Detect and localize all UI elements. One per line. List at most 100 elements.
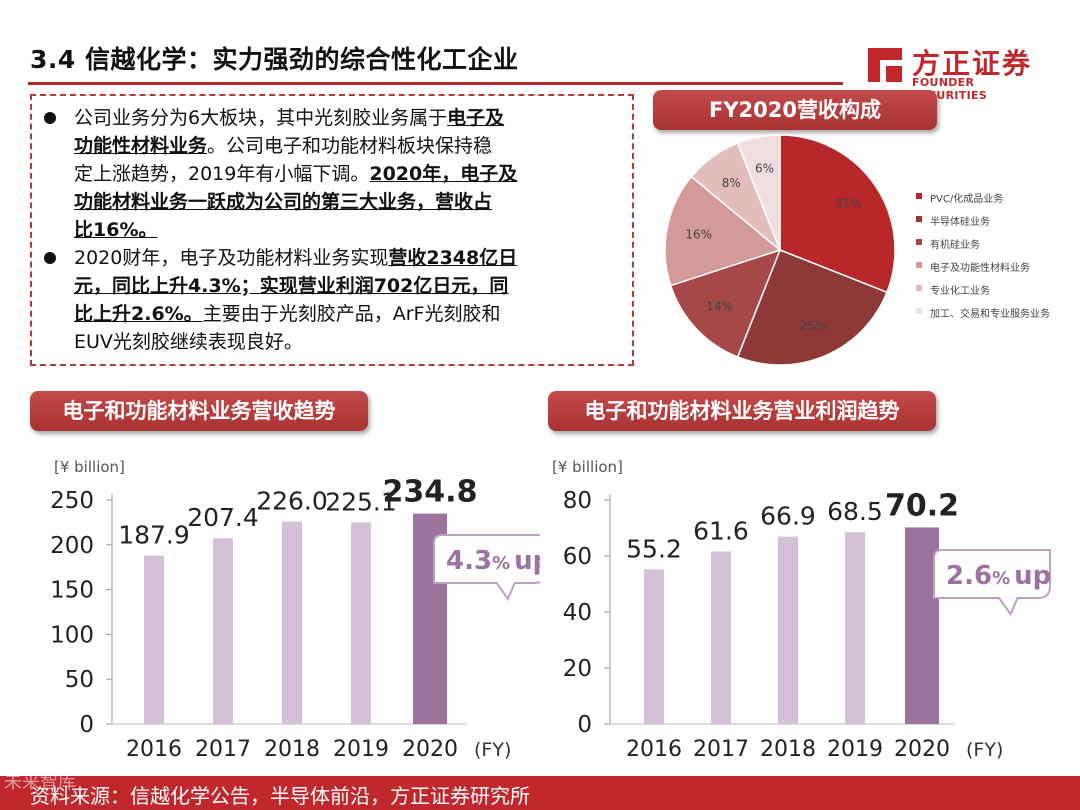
footer-bar — [0, 776, 1080, 810]
x-tick-label: 2016 — [126, 737, 182, 762]
profit-bar-chart: [¥ billion] 0 20 40 60 80 55.2 2016 61.6 2017 66.9… — [552, 458, 1051, 762]
plain-text: 主要由于光刻胶产品，ArF光刻胶和 — [202, 303, 501, 325]
x-tick-label: 2016 — [626, 737, 682, 762]
emphasis-text: 元，同比上升4.3%；实现营业利润702亿日元，同 — [74, 275, 509, 297]
callout-text: 4.3%up — [446, 546, 540, 576]
bullet-1-line: 公司业务分为6大板块，其中光刻胶业务属于电子及 — [74, 104, 630, 132]
legend-swatch — [916, 239, 922, 245]
callout-bubble — [433, 534, 540, 602]
summary-textbox: 公司业务分为6大板块，其中光刻胶业务属于电子及功能性材料业务。公司电子和功能材料… — [30, 94, 634, 366]
bar — [213, 538, 233, 724]
x-tick-label: 2017 — [693, 737, 749, 762]
bar — [778, 536, 798, 724]
bullet-1-text: 公司业务分为6大板块，其中光刻胶业务属于电子及功能性材料业务。公司电子和功能材料… — [74, 104, 630, 244]
y-tick-label: 20 — [563, 656, 592, 682]
bar-value-label: 68.5 — [827, 497, 883, 526]
bar-value-label: 70.2 — [885, 488, 959, 523]
emphasis-text: 营收2348亿日 — [388, 247, 518, 269]
right-chart-title: 电子和功能材料业务营业利润趋势 — [548, 391, 936, 431]
bullet-2-text: 2020财年，电子及功能材料业务实现营收2348亿日元，同比上升4.3%；实现营… — [74, 244, 630, 356]
bar-value-label: 234.8 — [383, 475, 478, 510]
pie-slice — [779, 134, 896, 294]
y-tick-label: 50 — [65, 667, 94, 693]
x-tick-label: 2020 — [402, 737, 458, 762]
bar — [282, 521, 302, 724]
y-tick-label: 250 — [50, 488, 94, 514]
bullet-1-line: 功能材料业务一跃成为公司的第三大业务，营收占 — [74, 188, 630, 216]
page-title: 3.4 信越化学：实力强劲的综合性化工企业 — [30, 45, 519, 74]
bar-value-label: 207.4 — [187, 503, 259, 532]
bar-value-label: 187.9 — [118, 521, 190, 550]
emphasis-text: 比上升2.6%。 — [74, 303, 203, 325]
unit-label: [¥ billion] — [552, 458, 623, 476]
callout-percent: % — [492, 553, 510, 574]
plain-text: 。公司电子和功能材料板块保持稳 — [207, 135, 493, 157]
bullet-2-line: 比上升2.6%。主要由于光刻胶产品，ArF光刻胶和 — [74, 300, 630, 328]
pie-slice-label: 8% — [722, 176, 741, 190]
y-tick-label: 40 — [563, 600, 592, 626]
bar-value-label: 61.6 — [693, 517, 749, 546]
callout-percent: % — [992, 568, 1010, 589]
left-chart-title: 电子和功能材料业务营收趋势 — [30, 391, 368, 431]
pie-slice — [664, 175, 782, 287]
pie-slice-label: 31% — [835, 196, 862, 210]
bullet-dot-icon — [44, 252, 56, 264]
callout-bubble — [933, 549, 1051, 617]
footer-source: 资料来源：信越化学公告，半导体前沿，方正证券研究所 — [30, 784, 530, 808]
callout-number: 2.6 — [946, 561, 992, 591]
plain-text: 公司业务分为6大板块，其中光刻胶业务属于 — [74, 107, 448, 129]
x-tick-label: 2018 — [760, 737, 816, 762]
watermark: 未来智库 — [4, 772, 76, 793]
y-tick-label: 0 — [79, 712, 94, 738]
y-tick-label: 150 — [50, 578, 94, 604]
legend-swatch — [916, 285, 922, 291]
pie-slice — [736, 134, 781, 251]
emphasis-text: 2020年，电子及 — [369, 163, 518, 185]
logo-mark-icon — [868, 48, 902, 82]
pie-chart-title: FY2020营收构成 — [653, 90, 937, 130]
x-tick-label: 2017 — [195, 737, 251, 762]
y-tick-label: 200 — [50, 533, 94, 559]
x-axis-suffix: (FY) — [474, 739, 511, 761]
y-tick-label: 80 — [563, 488, 592, 514]
bullet-2-line: EUV光刻胶继续表现良好。 — [74, 328, 630, 356]
plain-text: 2020财年，电子及功能材料业务实现 — [74, 247, 389, 269]
bar-value-label: 225.1 — [325, 487, 397, 516]
emphasis-text: 功能性材料业务 — [74, 135, 208, 157]
pie-slice-label: 14% — [706, 300, 733, 314]
pie-chart: 31% 25% 14% 16% 8% 6% — [664, 134, 896, 366]
callout-text: 2.6% up — [946, 561, 1051, 591]
legend-swatch — [916, 193, 922, 199]
bar-value-label: 55.2 — [626, 534, 682, 563]
x-tick-label: 2019 — [827, 737, 883, 762]
logo-chinese-name: 方正证券 — [912, 47, 1033, 80]
pie-slice-label: 25% — [800, 319, 827, 333]
pie-slice-label: 6% — [755, 162, 774, 176]
x-tick-label: 2020 — [894, 737, 950, 762]
legend-label: 加工、交易和专业服务业务 — [930, 309, 1050, 320]
emphasis-text: 电子及 — [447, 107, 505, 129]
company-logo: 方正证券 FOUNDER SECURITIES — [866, 44, 1046, 102]
emphasis-text: 比16%。 — [74, 219, 158, 241]
emphasis-text: 功能材料业务一跃成为公司的第三大业务，营收占 — [74, 191, 493, 213]
legend-label: 有机硅业务 — [930, 240, 980, 251]
pie-slice — [736, 249, 888, 366]
callout-word: up — [514, 546, 540, 576]
bar — [144, 555, 164, 724]
y-tick-label: 100 — [50, 622, 94, 648]
plain-text: EUV光刻胶继续表现良好。 — [74, 331, 303, 353]
bullet-1-line: 定上涨趋势，2019年有小幅下调。2020年，电子及 — [74, 160, 630, 188]
x-axis-suffix: (FY) — [966, 739, 1003, 761]
legend-label: 专业化工业务 — [930, 286, 990, 297]
unit-label: [¥ billion] — [54, 458, 125, 476]
y-tick-label: 0 — [577, 712, 592, 738]
bullet-1-line: 比16%。 — [74, 216, 630, 244]
y-tick-label: 60 — [563, 544, 592, 570]
x-tick-label: 2019 — [333, 737, 389, 762]
bar — [351, 522, 371, 724]
legend-label: 半导体硅业务 — [930, 217, 990, 228]
bullet-2-line: 元，同比上升4.3%；实现营业利润702亿日元，同 — [74, 272, 630, 300]
x-tick-label: 2018 — [264, 737, 320, 762]
bar-value-label: 66.9 — [760, 502, 816, 531]
legend-swatch — [916, 262, 922, 268]
